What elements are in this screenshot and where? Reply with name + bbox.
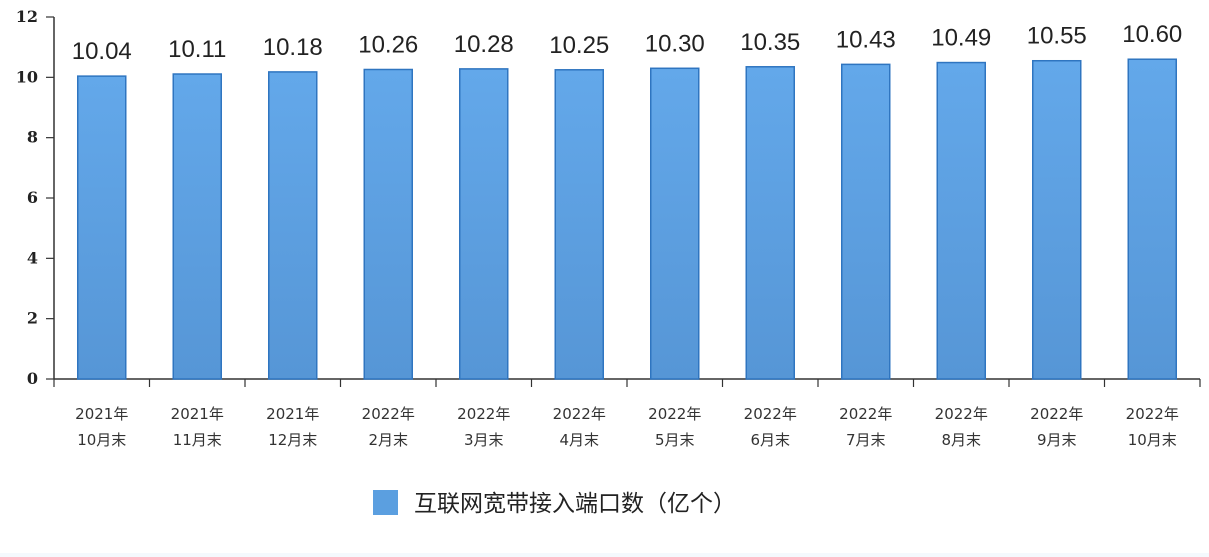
bar <box>1127 58 1177 380</box>
x-tick-label: 5月末 <box>655 431 695 449</box>
x-tick-label: 7月末 <box>846 431 886 449</box>
y-tick-label: 8 <box>27 128 38 147</box>
bar <box>841 63 891 380</box>
bar <box>650 67 700 380</box>
x-tick-label: 10月末 <box>77 431 126 449</box>
x-tick-label: 10月末 <box>1128 431 1177 449</box>
y-tick-label: 6 <box>27 188 38 207</box>
y-tick-label: 10 <box>16 67 38 86</box>
x-tick-label: 2022年 <box>1030 405 1083 423</box>
x-tick-label: 2022年 <box>839 405 892 423</box>
data-label: 10.30 <box>645 30 705 57</box>
x-tick-label: 2021年 <box>171 405 224 423</box>
data-label: 10.43 <box>836 26 896 53</box>
bar <box>1032 59 1082 380</box>
x-tick-label: 4月末 <box>559 431 599 449</box>
x-tick-label: 2022年 <box>1126 405 1179 423</box>
data-label: 10.04 <box>72 38 132 65</box>
data-label: 10.35 <box>740 29 800 56</box>
bar <box>745 66 795 380</box>
x-tick-label: 11月末 <box>173 431 222 449</box>
data-label: 10.49 <box>931 25 991 52</box>
bar <box>172 73 222 380</box>
x-tick-label: 8月末 <box>941 431 981 449</box>
y-tick-label: 0 <box>27 369 38 388</box>
x-tick-label: 2022年 <box>744 405 797 423</box>
data-label: 10.18 <box>263 34 323 61</box>
x-tick-label: 2022年 <box>362 405 415 423</box>
x-tick-label: 2022年 <box>553 405 606 423</box>
x-tick-label: 9月末 <box>1037 431 1077 449</box>
x-tick-label: 12月末 <box>268 431 317 449</box>
x-tick-label: 3月末 <box>464 431 504 449</box>
y-tick-label: 12 <box>16 7 38 26</box>
data-label: 10.28 <box>454 31 514 58</box>
x-tick-label: 6月末 <box>750 431 790 449</box>
bar <box>936 61 986 380</box>
data-label: 10.26 <box>358 31 418 58</box>
data-label: 10.60 <box>1122 21 1182 48</box>
x-tick-label: 2021年 <box>75 405 128 423</box>
y-tick-label: 2 <box>27 309 38 328</box>
x-tick-label: 2022年 <box>935 405 988 423</box>
x-tick-label: 2月末 <box>368 431 408 449</box>
bar <box>554 69 604 380</box>
data-label: 10.11 <box>168 36 226 63</box>
x-tick-label: 2021年 <box>266 405 319 423</box>
bar <box>268 71 318 380</box>
bar <box>77 75 127 380</box>
data-label: 10.25 <box>549 32 609 59</box>
y-tick-label: 4 <box>27 248 38 267</box>
bar <box>363 68 413 380</box>
legend-swatch <box>373 490 398 515</box>
x-tick-label: 2022年 <box>457 405 510 423</box>
bar <box>459 68 509 380</box>
data-label: 10.55 <box>1027 23 1087 50</box>
legend-label: 互联网宽带接入端口数（亿个） <box>414 491 736 517</box>
x-tick-label: 2022年 <box>648 405 701 423</box>
